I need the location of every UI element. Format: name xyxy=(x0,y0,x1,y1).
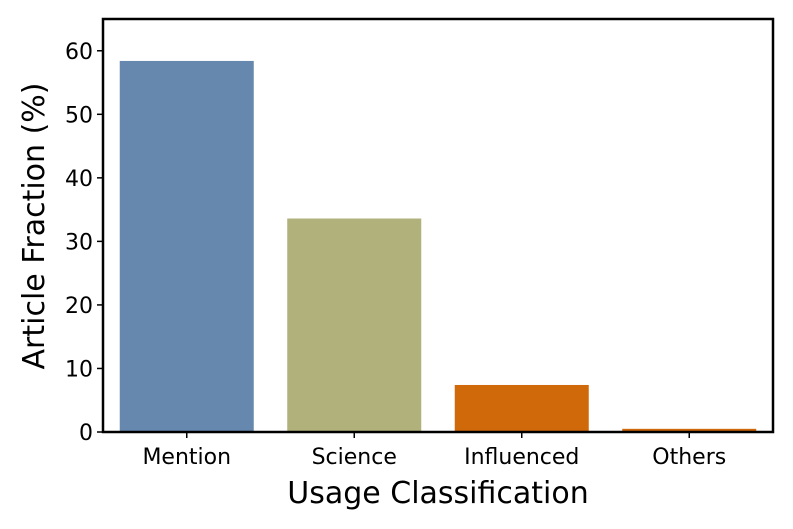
x-tick-label-mention: Mention xyxy=(142,445,231,470)
bar-others xyxy=(622,428,757,432)
y-axis-ticks: 0 10 20 30 40 50 60 xyxy=(65,40,103,446)
plot-frame xyxy=(101,17,775,434)
y-tick-label-30: 30 xyxy=(65,230,93,255)
x-tick-label-influenced: Influenced xyxy=(464,445,579,470)
y-tick-label-10: 10 xyxy=(65,357,93,382)
bar-group xyxy=(119,60,757,432)
bar-mention xyxy=(119,60,254,432)
y-axis-title: Article Fraction (%) xyxy=(17,83,52,370)
y-tick-label-40: 40 xyxy=(65,167,93,192)
y-tick-label-60: 60 xyxy=(65,40,93,65)
x-axis-title: Usage Classification xyxy=(287,476,589,511)
x-tick-label-others: Others xyxy=(652,445,726,470)
y-tick-label-0: 0 xyxy=(79,421,93,446)
x-axis-ticks: Mention Science Influenced Others xyxy=(142,432,726,470)
bar-influenced xyxy=(454,384,589,432)
y-tick-label-20: 20 xyxy=(65,294,93,319)
y-tick-label-50: 50 xyxy=(65,103,93,128)
bar-science xyxy=(287,218,422,432)
x-tick-label-science: Science xyxy=(312,445,397,470)
